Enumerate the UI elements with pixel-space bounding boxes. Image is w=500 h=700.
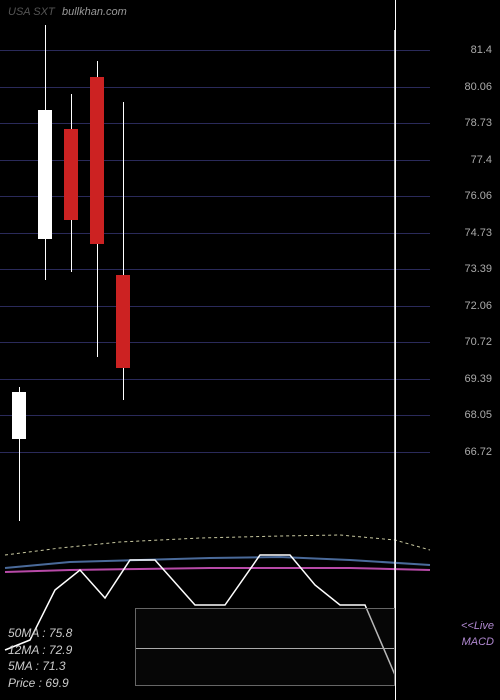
macd-midline: [136, 648, 394, 649]
cursor-vline: [395, 0, 396, 700]
ma-overlay: [0, 0, 500, 700]
ticker-label: USA SXT: [8, 6, 55, 18]
site-label: bullkhan.com: [62, 6, 127, 18]
macd-panel: [135, 608, 395, 686]
stat-12ma: 12MA : 72.9: [8, 642, 72, 659]
stat-5ma: 5MA : 71.3: [8, 658, 72, 675]
stock-chart: USA SXT bullkhan.com 81.480.0678.7377.47…: [0, 0, 500, 700]
live-label: <<Live: [461, 620, 494, 632]
stat-price: Price : 69.9: [8, 675, 72, 692]
stats-block: 50MA : 75.8 12MA : 72.9 5MA : 71.3 Price…: [8, 625, 72, 692]
stat-50ma: 50MA : 75.8: [8, 625, 72, 642]
macd-label: MACD: [462, 636, 494, 648]
